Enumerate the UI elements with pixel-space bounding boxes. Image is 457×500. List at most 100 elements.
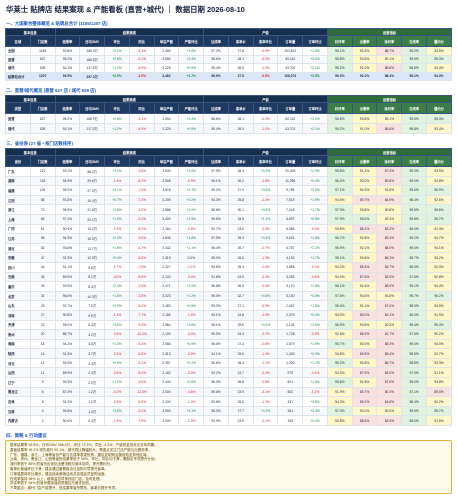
table-cell: 25.8 (227, 194, 254, 206)
table-cell: 29.6万 (79, 175, 106, 187)
table-cell: -4.6% (178, 386, 205, 398)
table-cell: 93.5% (351, 113, 378, 124)
table-cell: +2.1% (104, 46, 130, 56)
table-cell: 95.4% (326, 300, 353, 311)
row-label: 广西 (5, 223, 31, 235)
table-cell: 25.4 (227, 261, 254, 273)
table-cell: -0.6% (252, 338, 279, 350)
table-cell: 95.0% (54, 319, 81, 331)
table-cell: 82.5% (376, 271, 403, 283)
column-header: 客单价 (227, 35, 254, 47)
table-cell: -3.0% (128, 204, 155, 215)
table-cell: -3.1% (128, 54, 155, 64)
table-cell: 6.3万 (79, 319, 106, 331)
column-header: 环比 (104, 35, 130, 47)
group-header: 结果案现 (54, 148, 205, 156)
table-cell: 3,400 (153, 213, 180, 225)
column-header: 履约分 (426, 35, 452, 47)
table-cell: 93.5% (426, 300, 452, 311)
table-cell: 90.8% (54, 309, 81, 321)
table-cell: 2,164 (153, 223, 180, 235)
table-cell: 1,429 (277, 348, 304, 359)
table-cell: 92.8% (351, 233, 378, 244)
table-cell: 26.4 (227, 357, 254, 369)
table-cell: 90.6% (376, 204, 403, 215)
table-head: 基本信息 结果案现 产能 运营指标 省份 门店数 结果率 日均GMV 环比 同比 单店产能 产能环比达… (5, 148, 453, 167)
table-cell: -0.7% (252, 242, 279, 254)
table-cell: 94.2% (326, 261, 353, 273)
table-cell: 83.2% (376, 223, 403, 235)
table-cell: 2,313 (153, 348, 180, 359)
table-cell: +1.8% (302, 233, 328, 244)
table-cell: 90.0% (54, 415, 81, 427)
column-header: 达成率 (203, 102, 229, 114)
table-cell: 97.2% (203, 46, 229, 56)
column-header: 好评率 (326, 102, 353, 114)
table-cell: 91.1% (426, 367, 452, 379)
table-cell: -0.8% (252, 377, 279, 388)
note-item: 好评率低于 94% 的省份需加强品质管控与差评回访。 (10, 481, 93, 486)
table-cell: 94.0% (326, 309, 353, 321)
table-cell: 1.0万 (79, 405, 106, 417)
table-cell: 4.6万 (79, 338, 106, 350)
table-cell: 90.9% (203, 329, 229, 340)
table-cell: 92.1% (54, 123, 81, 134)
table-row: 北京 31 96.6% 10.3万 +1.6% -2.5% 3,323 +1.2% 99.0% 3… (5, 290, 452, 302)
table-cell: 88.7% (54, 329, 81, 340)
table-cell: -0.9% (104, 396, 130, 407)
table-cell: 95.2% (54, 54, 81, 64)
table-cell: 2,508 (153, 175, 180, 187)
table-cell: +1.9% (104, 213, 130, 225)
table-cell: 97.5% (203, 233, 229, 244)
table-cell: 20,493 (277, 166, 304, 177)
table-cell: 5 (29, 396, 56, 407)
table-cell: 91.9% (426, 309, 452, 321)
table-cell: +0.6% (178, 377, 205, 388)
group-row: 基本信息 结果案现 产能 运营指标 (5, 95, 453, 103)
column-header: 产能环比 (178, 35, 205, 47)
row-label: 海南 (5, 338, 31, 350)
table-cell: 26.5 (227, 281, 254, 292)
row-label: 湖南 (5, 175, 31, 187)
table-cell: 95.6% (426, 204, 452, 215)
table-cell: 4 (29, 405, 56, 417)
table-cell: +1.2% (104, 123, 130, 134)
table-cell: -2.1% (252, 415, 279, 427)
column-header: 达成率 (203, 155, 229, 167)
table-cell: +2.2% (104, 233, 130, 244)
table-cell: 25.9 (227, 348, 254, 359)
table-cell: 99.3% (401, 166, 428, 177)
table-cell: +1.7% (302, 252, 328, 263)
table-cell: 93.5% (351, 54, 378, 64)
table-cell: -5.0% (128, 300, 155, 311)
table-cell: 28.1 (227, 113, 254, 124)
table-cell: 60,110 (277, 113, 304, 124)
table-cell: 65 (29, 213, 56, 225)
note-item: 准时率低于 85% 的省份应优化出餐流程与骑手协同，提升履约分。 (10, 462, 114, 467)
table-cell: 2,845 (153, 233, 180, 244)
table-cell: -3.6% (104, 329, 130, 340)
table-cell: 94.3% (203, 194, 229, 206)
table-cell: 3,170 (277, 281, 304, 292)
table-cell: 96.8% (326, 113, 353, 124)
table-cell: 98.6% (203, 54, 229, 64)
table-cell: 96.4% (203, 242, 229, 254)
table-cell: -1.4% (104, 175, 130, 187)
note-item: 云南、贵州、黑龙江、山西等省份结果率低于 90%，环比、同比均下滑，需制定专项提… (10, 457, 158, 462)
table-cell: +4.1% (104, 185, 130, 196)
column-header: 在线率 (401, 102, 428, 114)
table-cell: -0.9% (302, 329, 328, 340)
table-cell: 27.7 (227, 405, 254, 417)
table-cell: +0.6% (252, 185, 279, 196)
table-cell: 92.3% (54, 252, 81, 263)
table-cell: 98.8% (401, 357, 428, 369)
table-cell: 93.2% (426, 252, 452, 263)
table-cell: 0.0% (178, 252, 205, 263)
table-cell: 89.0% (351, 309, 378, 321)
row-label: 城代 (5, 123, 31, 134)
table-cell: 93.9% (54, 281, 81, 292)
table-cell: 2,986 (153, 204, 180, 215)
table-cell: +3.0% (302, 54, 328, 64)
column-header: 准时率 (376, 155, 403, 167)
